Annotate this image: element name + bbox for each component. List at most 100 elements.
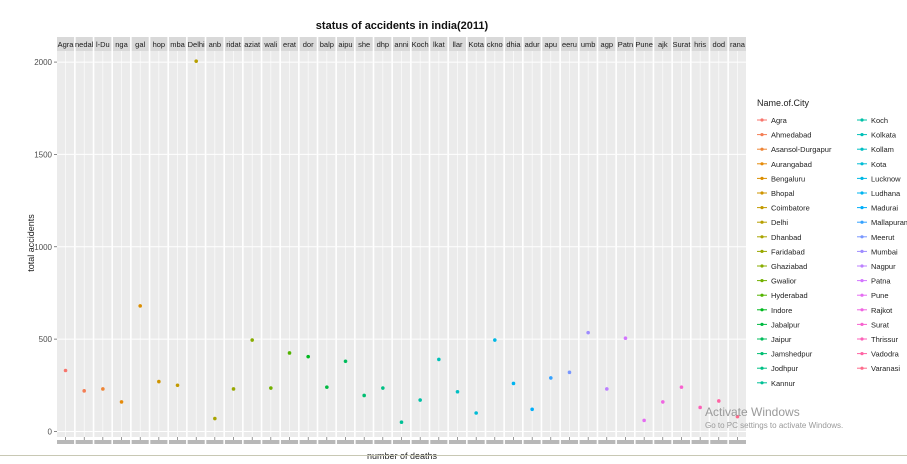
legend-key-point: [760, 337, 764, 341]
x-tick-label-block: [243, 440, 261, 444]
data-point-dhanbad: [213, 416, 217, 421]
legend-label: Gwalior: [771, 277, 797, 286]
facet-strip-label: dod: [713, 40, 726, 49]
legend-label: Pune: [871, 291, 889, 300]
data-point-asansol-durgapur: [101, 387, 105, 391]
y-tick-label: 1500: [34, 150, 52, 159]
x-tick-label-block: [598, 440, 616, 444]
x-tick-label-block: [448, 440, 467, 444]
bottom-rule: [0, 455, 907, 456]
facet-strip-label: gal: [135, 40, 145, 49]
x-tick-label-block: [542, 440, 560, 444]
legend-key-point: [760, 220, 764, 224]
facet-strip: [112, 37, 131, 51]
legend-label: Vadodra: [871, 350, 900, 359]
data-point-surat: [679, 385, 684, 389]
facet-strip-label: Surat: [673, 40, 692, 49]
x-tick-label-block: [616, 440, 635, 444]
facet-strip-label: anb: [209, 40, 222, 49]
data-point-bengaluru: [138, 304, 142, 308]
legend-label: Bhopal: [771, 189, 795, 198]
facet-strip: [542, 37, 560, 51]
data-point-hyderabad: [287, 351, 292, 355]
legend-key-point: [860, 220, 864, 224]
x-tick-label-block: [728, 440, 746, 444]
data-point-patna: [623, 336, 628, 340]
data-point-kollam: [455, 389, 460, 394]
facet-strip: [75, 37, 93, 51]
watermark-line-2: Go to PC settings to activate Windows.: [705, 421, 844, 430]
data-point-agra: [63, 368, 68, 373]
facet-strip-label: l-Du: [96, 40, 110, 49]
legend-key-point: [760, 279, 764, 283]
x-tick-label-block: [206, 440, 224, 444]
data-point-nagpur: [605, 387, 609, 391]
x-tick-label-block: [262, 440, 280, 444]
chart-title: status of accidents in india(2011): [316, 20, 489, 32]
y-tick-label: 1000: [34, 243, 52, 252]
facet-strip: [318, 37, 336, 51]
legend-label: Indore: [771, 306, 792, 315]
facet-strip: [598, 37, 616, 51]
data-point-madurai: [530, 407, 534, 412]
legend-key-point: [860, 118, 864, 122]
legend-key-point: [760, 162, 764, 166]
legend-key-point: [860, 366, 864, 370]
facet-strip-label: adur: [525, 40, 541, 49]
facet-strip: [560, 37, 579, 51]
facet-strip: [94, 37, 112, 51]
data-point-vadodra: [717, 399, 721, 403]
x-tick-label-block: [355, 440, 373, 444]
x-tick-label-block: [392, 440, 411, 444]
facet-strip: [504, 37, 523, 51]
legend-key-point: [760, 352, 764, 356]
facet-strip: [374, 37, 392, 51]
legend-label: Jaipur: [771, 335, 792, 344]
legend-label: Surat: [871, 320, 890, 329]
facet-strip: [168, 37, 187, 51]
facet-strip: [523, 37, 541, 51]
legend-label: Jabalpur: [771, 320, 800, 329]
facet-strip-label: anni: [394, 40, 409, 49]
x-tick-label-block: [467, 440, 485, 444]
facet-strip-label: Agra: [58, 40, 75, 49]
x-tick-label-block: [579, 440, 597, 444]
facet-strip: [57, 37, 75, 51]
facet-strip: [355, 37, 373, 51]
legend-key-point: [760, 147, 764, 151]
facet-strip: [411, 37, 429, 51]
facet-strip-label: mba: [170, 40, 185, 49]
x-tick-label-block: [504, 440, 523, 444]
legend-key-point: [860, 235, 864, 239]
data-point-meerut: [567, 370, 572, 375]
data-point-pune: [642, 418, 646, 423]
facet-strip-label: ckno: [487, 40, 503, 49]
facet-strip: [486, 37, 504, 51]
facet-strip-label: nga: [115, 40, 128, 49]
legend-key-point: [860, 322, 864, 326]
x-tick-label-block: [112, 440, 131, 444]
legend-key-point: [760, 118, 764, 122]
x-tick-label-block: [523, 440, 541, 444]
data-point-mumbai: [586, 330, 590, 335]
y-tick-label: 2000: [34, 58, 52, 67]
legend-label: Kannur: [771, 379, 796, 388]
data-point-faridabad: [231, 387, 236, 391]
watermark-line-1: Activate Windows: [705, 405, 800, 419]
facet-strip-label: llar: [452, 40, 463, 49]
legend-key-point: [760, 293, 764, 297]
legend-key-point: [860, 279, 864, 283]
data-point-kota: [474, 411, 478, 415]
facet-strip: [579, 37, 597, 51]
data-point-ghaziabad: [250, 338, 254, 342]
facet-strip: [224, 37, 243, 51]
facet-strip-label: agp: [601, 40, 614, 49]
x-axis-title: number of deaths: [367, 451, 438, 461]
legend-key-point: [860, 176, 864, 180]
data-point-aurangabad: [119, 400, 124, 404]
facet-strip-label: hop: [153, 40, 166, 49]
x-tick-label-block: [336, 440, 355, 444]
facet-strip: [336, 37, 355, 51]
x-tick-label-block: [560, 440, 579, 444]
y-axis-title: total accidents: [26, 214, 36, 272]
